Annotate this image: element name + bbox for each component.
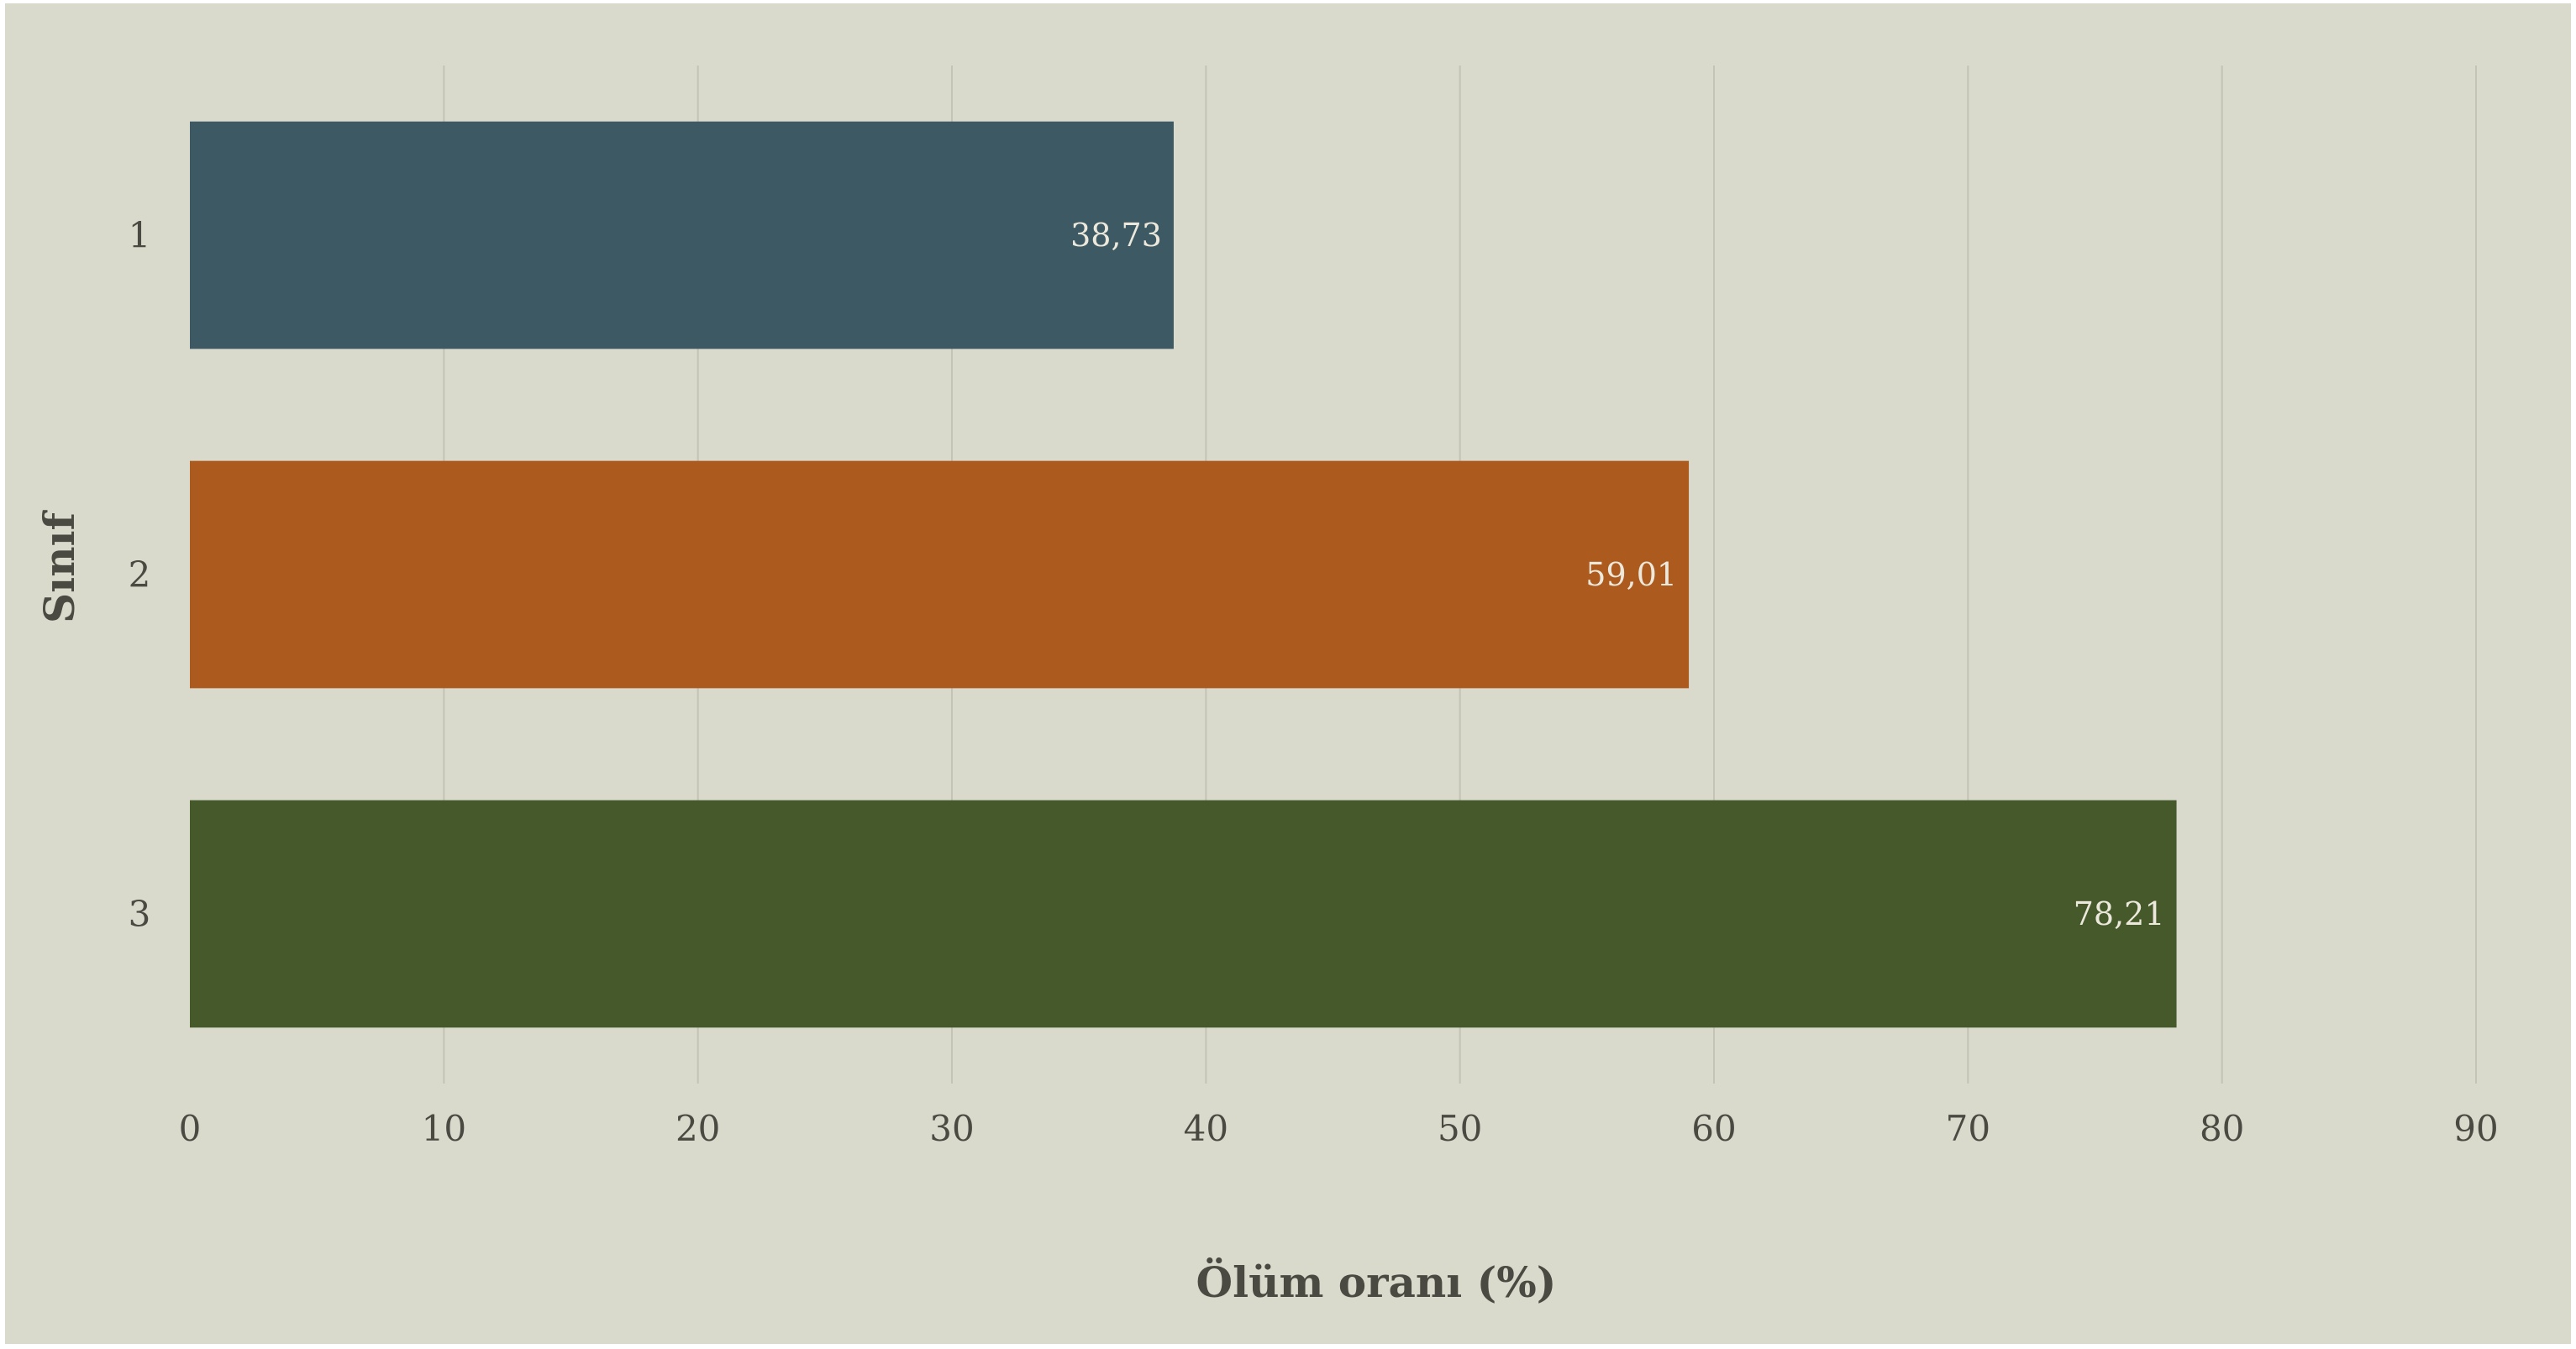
bar-value-label: 59,01 [1585, 556, 1677, 593]
x-tick-label: 30 [929, 1108, 974, 1149]
x-tick-label: 60 [1691, 1108, 1736, 1149]
x-tick-label: 20 [676, 1108, 720, 1149]
x-tick-label: 10 [422, 1108, 466, 1149]
bar-value-label: 78,21 [2074, 895, 2165, 932]
bars [190, 121, 2177, 1028]
bar-3 [190, 800, 2177, 1028]
x-tick-label: 40 [1184, 1108, 1228, 1149]
x-tick-label: 70 [1946, 1108, 1990, 1149]
y-axis-ticks: 1 2 3 [129, 215, 151, 935]
x-axis-title: Ölüm oranı (%) [1196, 1257, 1557, 1307]
y-tick-label: 2 [129, 554, 151, 596]
y-tick-label: 3 [129, 894, 151, 935]
bar-value-labels: 38,73 59,01 78,21 [1070, 217, 2164, 932]
x-tick-label: 90 [2453, 1108, 2498, 1149]
bar-2 [190, 460, 1690, 689]
x-tick-label: 80 [2200, 1108, 2244, 1149]
bar-1 [190, 121, 1174, 349]
x-tick-label: 0 [179, 1108, 202, 1149]
x-axis-ticks: 0 10 20 30 40 50 60 70 80 90 [179, 1108, 2499, 1149]
y-axis-title: Sınıf [34, 510, 84, 623]
x-tick-label: 50 [1438, 1108, 1482, 1149]
y-tick-label: 1 [129, 215, 151, 256]
bar-value-label: 38,73 [1070, 217, 1162, 254]
